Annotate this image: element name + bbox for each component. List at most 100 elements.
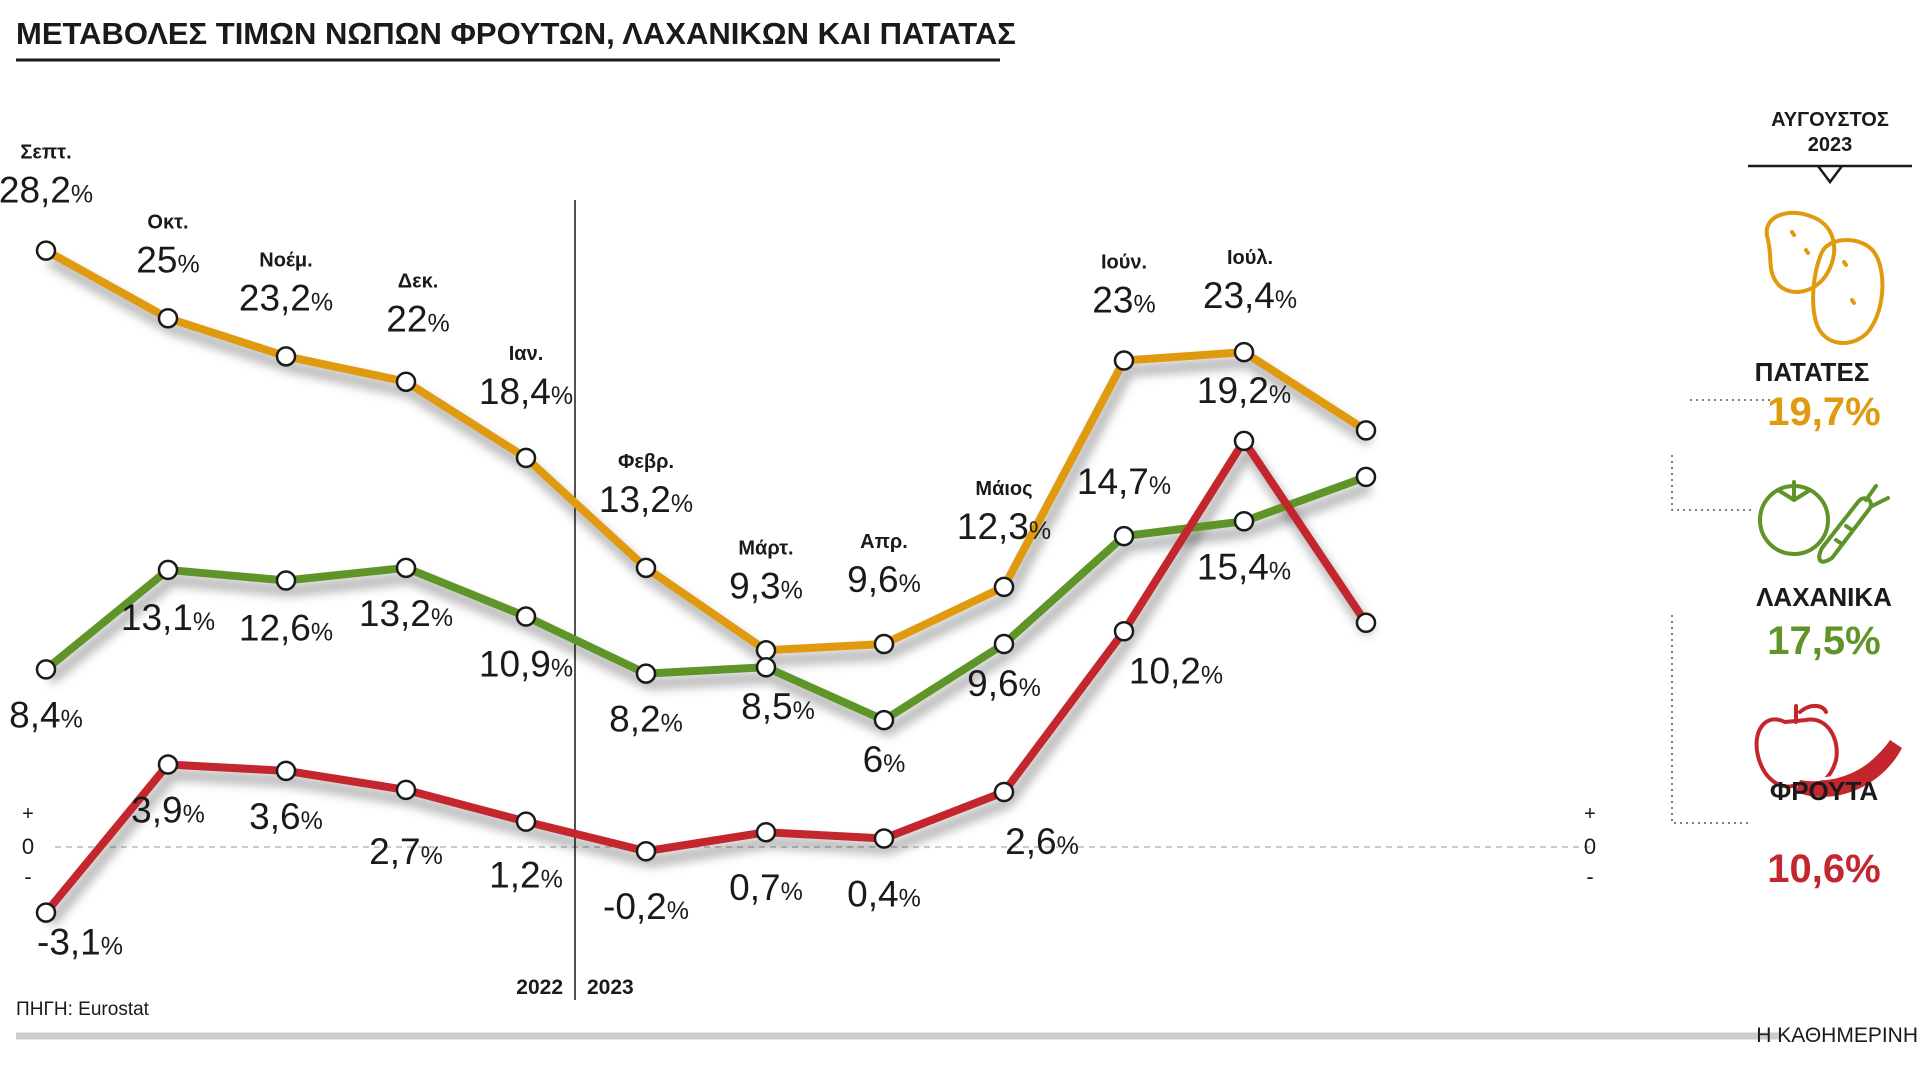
legend-value-fruits: 10,6%	[1767, 847, 1880, 891]
data-label-potatoes-8: 12,3%	[957, 506, 1051, 547]
axis-zero-left: 0	[22, 834, 34, 859]
data-markers	[35, 240, 1377, 923]
month-label-3: Δεκ.	[398, 271, 439, 293]
publisher-logo: Η ΚΑΘΗΜΕΡΙΝΗ	[1756, 1024, 1918, 1047]
data-label-fruits-3: 2,7%	[369, 831, 443, 872]
point-fruits-10	[1233, 430, 1255, 452]
point-vegetables-10	[1233, 511, 1255, 532]
point-vegetables-6	[755, 656, 777, 678]
legend-value-potatoes: 19,7%	[1767, 390, 1880, 434]
potato-icon	[1764, 210, 1885, 345]
point-fruits-8	[993, 781, 1015, 803]
month-label-2: Νοέμ.	[259, 249, 312, 271]
leader-fruits	[1671, 615, 1752, 824]
legend-name-fruits: ΦΡΟΥΤΑ	[1770, 776, 1878, 806]
point-vegetables-4	[515, 606, 537, 627]
axis-plus-right: +	[1584, 803, 1596, 825]
data-label-potatoes-7: 9,6%	[847, 559, 921, 600]
data-label-potatoes-0: 28,2%	[0, 170, 93, 211]
point-potatoes-6	[755, 640, 777, 661]
point-potatoes-3	[395, 371, 417, 392]
data-label-potatoes-9: 23%	[1092, 280, 1155, 321]
data-label-vegetables-4: 10,9%	[479, 643, 573, 684]
month-label-10: Ιούλ.	[1227, 247, 1273, 269]
series-lines	[42, 246, 1370, 917]
series-line-vegetables	[42, 472, 1370, 725]
data-label-vegetables-9: 14,7%	[1077, 461, 1171, 502]
fruit-icon	[1754, 704, 1902, 797]
data-label-vegetables-1: 13,1%	[121, 597, 215, 638]
point-vegetables-0	[35, 659, 57, 680]
year-label-2022: 2022	[516, 976, 563, 999]
point-fruits-4	[515, 811, 537, 832]
point-fruits-3	[395, 779, 417, 801]
data-label-fruits-9: 10,2%	[1129, 650, 1223, 691]
month-label-9: Ιούν.	[1101, 252, 1147, 274]
data-label-vegetables-8: 9,6%	[967, 663, 1041, 704]
data-label-potatoes-2: 23,2%	[239, 277, 333, 318]
latest-header-year: 2023	[1808, 134, 1853, 156]
data-label-fruits-0: -3,1%	[37, 922, 123, 963]
point-fruits-11	[1355, 612, 1377, 634]
month-label-1: Οκτ.	[147, 211, 188, 233]
line-shadows	[45, 255, 1375, 927]
series-line-fruits	[42, 436, 1370, 917]
axis-plus-left: +	[22, 803, 34, 825]
data-label-potatoes-4: 18,4%	[479, 371, 573, 412]
month-label-4: Ιαν.	[509, 343, 544, 365]
point-fruits-1	[157, 754, 179, 775]
vegetable-icon	[1758, 480, 1890, 564]
series-shadow-fruits	[45, 444, 1375, 927]
point-potatoes-9	[1113, 350, 1135, 371]
legend-leaders	[1671, 399, 1785, 824]
data-label-fruits-4: 1,2%	[489, 855, 563, 896]
point-potatoes-7	[873, 633, 895, 655]
point-vegetables-11	[1355, 466, 1377, 488]
latest-header-month: ΑΥΓΟΥΣΤΟΣ	[1771, 109, 1889, 131]
point-vegetables-3	[395, 557, 417, 579]
month-label-5: Φεβρ.	[618, 451, 674, 473]
data-label-potatoes-3: 22%	[386, 299, 449, 340]
legend-name-potatoes: ΠΑΤΑΤΕΣ	[1755, 357, 1870, 387]
point-potatoes-5	[635, 557, 657, 579]
month-label-8: Μάιος	[975, 478, 1032, 500]
data-label-vegetables-7: 6%	[863, 739, 906, 780]
axis-minus-left: -	[24, 864, 31, 889]
data-label-vegetables-2: 12,6%	[239, 608, 333, 649]
point-vegetables-7	[873, 709, 895, 731]
data-label-vegetables-3: 13,2%	[359, 593, 453, 634]
data-label-vegetables-10: 15,4%	[1197, 546, 1291, 587]
point-fruits-2	[275, 760, 297, 782]
point-potatoes-0	[35, 240, 57, 261]
chart-title: ΜΕΤΑΒΟΛΕΣ ΤΙΜΩΝ ΝΩΠΩΝ ΦΡΟΥΤΩΝ, ΛΑΧΑΝΙΚΩΝ…	[16, 16, 1016, 51]
point-fruits-9	[1113, 621, 1135, 642]
month-label-0: Σεπτ.	[20, 142, 71, 164]
point-vegetables-1	[157, 559, 179, 581]
point-potatoes-4	[515, 447, 537, 469]
data-label-fruits-7: 0,4%	[847, 874, 921, 915]
latest-header-arrow	[1817, 165, 1843, 185]
series-line-potatoes	[42, 246, 1370, 655]
source-note: ΠΗΓΗ: Eurostat	[16, 999, 150, 1020]
data-label-potatoes-10: 23,4%	[1203, 275, 1297, 316]
data-label-potatoes-6: 9,3%	[729, 565, 803, 606]
data-label-potatoes-5: 13,2%	[599, 479, 693, 520]
legend-value-vegetables: 17,5%	[1767, 619, 1880, 663]
point-vegetables-5	[635, 663, 657, 684]
data-label-fruits-6: 0,7%	[729, 867, 803, 908]
series-shadow-potatoes	[47, 255, 1374, 667]
point-vegetables-8	[993, 633, 1015, 655]
point-fruits-5	[635, 840, 657, 862]
data-label-fruits-1: 3,9%	[131, 790, 205, 831]
point-vegetables-9	[1113, 525, 1135, 547]
data-label-vegetables-5: 8,2%	[609, 699, 683, 740]
data-label-potatoes-1: 25%	[136, 239, 199, 280]
point-potatoes-10	[1233, 341, 1255, 363]
point-fruits-6	[755, 821, 777, 843]
axis-zero-right: 0	[1584, 834, 1596, 859]
point-potatoes-8	[993, 576, 1015, 598]
data-label-fruits-8: 2,6%	[1005, 821, 1079, 862]
point-fruits-7	[873, 828, 895, 849]
